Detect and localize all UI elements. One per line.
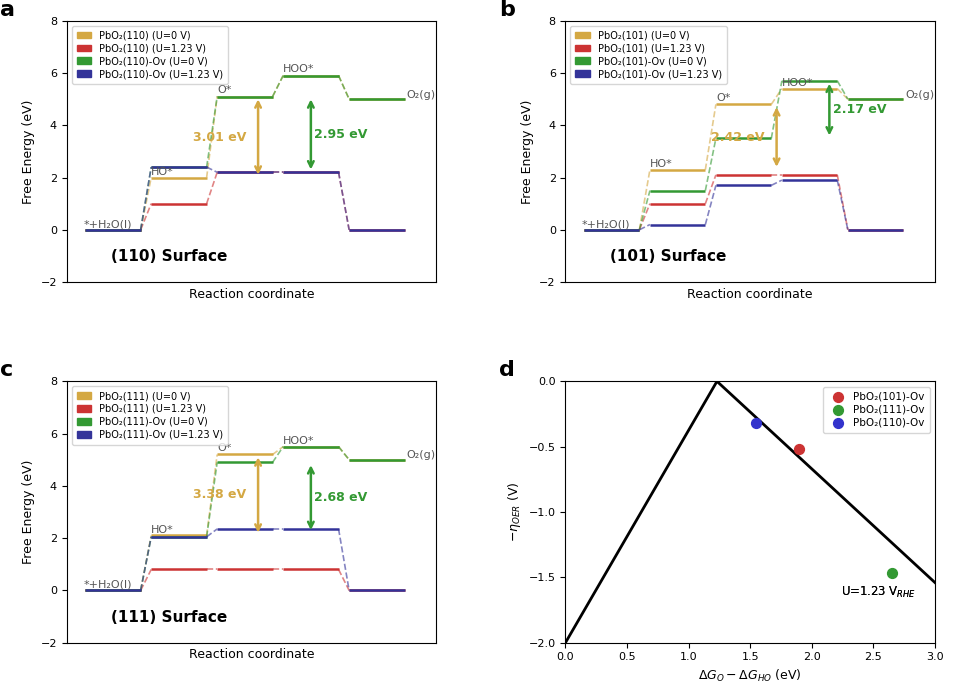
Text: HO*: HO* [649,159,672,169]
Text: 2.95 eV: 2.95 eV [314,128,367,141]
Text: 3.01 eV: 3.01 eV [193,131,246,144]
Text: O₂(g): O₂(g) [904,90,933,100]
PbO₂(110)-Ov [748,417,763,428]
Text: HOO*: HOO* [283,64,314,75]
Text: O*: O* [217,444,232,453]
Text: d: d [498,360,515,380]
Text: U=1.23 V$_{RHE}$: U=1.23 V$_{RHE}$ [841,585,916,600]
Text: 3.38 eV: 3.38 eV [193,489,246,502]
X-axis label: Reaction coordinate: Reaction coordinate [189,287,314,301]
Y-axis label: $-\eta_{OER}$ (V): $-\eta_{OER}$ (V) [505,482,522,542]
PbO₂(101)-Ov [791,444,806,455]
Text: *+H₂O(l): *+H₂O(l) [83,219,132,229]
X-axis label: Reaction coordinate: Reaction coordinate [189,648,314,661]
Legend: PbO₂(111) (U=0 V), PbO₂(111) (U=1.23 V), PbO₂(111)-Ov (U=0 V), PbO₂(111)-Ov (U=1: PbO₂(111) (U=0 V), PbO₂(111) (U=1.23 V),… [71,386,228,445]
Text: 2.42 eV: 2.42 eV [711,131,764,144]
Text: HOO*: HOO* [283,435,314,446]
Text: c: c [0,360,13,380]
Legend: PbO₂(101)-Ov, PbO₂(111)-Ov, PbO₂(110)-Ov: PbO₂(101)-Ov, PbO₂(111)-Ov, PbO₂(110)-Ov [821,386,929,433]
Y-axis label: Free Energy (eV): Free Energy (eV) [520,100,533,204]
Text: b: b [498,0,515,19]
Text: (101) Surface: (101) Surface [609,249,725,264]
Y-axis label: Free Energy (eV): Free Energy (eV) [22,460,35,564]
Text: HOO*: HOO* [781,77,813,88]
Text: 2.17 eV: 2.17 eV [832,103,885,116]
Text: *+H₂O(l): *+H₂O(l) [581,219,630,229]
Legend: PbO₂(101) (U=0 V), PbO₂(101) (U=1.23 V), PbO₂(101)-Ov (U=0 V), PbO₂(101)-Ov (U=1: PbO₂(101) (U=0 V), PbO₂(101) (U=1.23 V),… [570,26,726,84]
Text: (110) Surface: (110) Surface [111,249,227,264]
Text: U=1.23 V$_{RHE}$: U=1.23 V$_{RHE}$ [841,585,916,600]
X-axis label: $\Delta G_O - \Delta G_{HO}$ (eV): $\Delta G_O - \Delta G_{HO}$ (eV) [698,668,801,684]
Text: O*: O* [217,86,232,95]
Legend: PbO₂(110) (U=0 V), PbO₂(110) (U=1.23 V), PbO₂(110)-Ov (U=0 V), PbO₂(110)-Ov (U=1: PbO₂(110) (U=0 V), PbO₂(110) (U=1.23 V),… [71,26,228,84]
Text: HO*: HO* [152,167,173,177]
Text: *+H₂O(l): *+H₂O(l) [83,580,132,589]
Text: 2.68 eV: 2.68 eV [314,491,367,504]
Text: O₂(g): O₂(g) [406,90,436,100]
Text: a: a [0,0,15,19]
X-axis label: Reaction coordinate: Reaction coordinate [687,287,812,301]
Y-axis label: Free Energy (eV): Free Energy (eV) [22,100,35,204]
Text: O₂(g): O₂(g) [406,451,436,460]
Text: HO*: HO* [152,525,173,535]
Text: O*: O* [715,93,729,103]
PbO₂(111)-Ov [883,568,899,579]
Text: (111) Surface: (111) Surface [111,609,227,625]
